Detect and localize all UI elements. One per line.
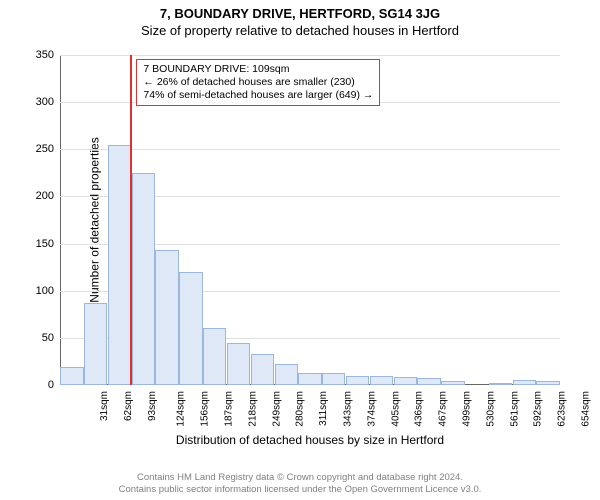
x-tick-label: 623sqm — [557, 391, 568, 427]
bar — [179, 272, 202, 385]
x-tick-label: 436sqm — [414, 391, 425, 427]
x-tick-label: 343sqm — [343, 391, 354, 427]
x-tick-label: 499sqm — [462, 391, 473, 427]
page-subtitle: Size of property relative to detached ho… — [0, 21, 600, 38]
bar — [84, 303, 107, 385]
gridline — [60, 55, 560, 56]
y-tick-label: 50 — [14, 332, 54, 344]
x-tick-label: 374sqm — [366, 391, 377, 427]
bar — [251, 354, 274, 385]
bar — [441, 381, 464, 385]
x-tick-label: 311sqm — [318, 391, 329, 426]
x-axis-label: Distribution of detached houses by size … — [60, 433, 560, 447]
y-tick-label: 250 — [14, 143, 54, 155]
x-tick-label: 249sqm — [271, 391, 282, 427]
x-tick-label: 218sqm — [247, 391, 258, 427]
x-tick-label: 280sqm — [295, 391, 306, 427]
bar — [370, 376, 393, 385]
y-axis-line — [60, 55, 61, 385]
y-tick-label: 150 — [14, 238, 54, 250]
bar — [60, 367, 83, 385]
plot-area: 05010015020025030035031sqm62sqm93sqm124s… — [60, 55, 560, 385]
bar — [155, 250, 178, 385]
bar — [322, 373, 345, 385]
marker-line — [130, 55, 132, 385]
x-tick-label: 405sqm — [390, 391, 401, 427]
annotation-line: 74% of semi-detached houses are larger (… — [143, 89, 373, 102]
x-tick-label: 187sqm — [224, 391, 235, 427]
bar — [108, 145, 131, 385]
footer: Contains HM Land Registry data © Crown c… — [0, 472, 600, 496]
y-tick-label: 200 — [14, 190, 54, 202]
x-tick-label: 62sqm — [123, 391, 134, 421]
bar — [536, 381, 559, 385]
x-tick-label: 93sqm — [147, 391, 158, 421]
x-tick-label: 156sqm — [200, 391, 211, 427]
page-title: 7, BOUNDARY DRIVE, HERTFORD, SG14 3JG — [0, 0, 600, 21]
y-tick-label: 100 — [14, 285, 54, 297]
y-tick-label: 0 — [14, 379, 54, 391]
bar — [227, 343, 250, 385]
bar — [275, 364, 298, 385]
footer-line-1: Contains HM Land Registry data © Crown c… — [0, 472, 600, 484]
bar — [346, 376, 369, 385]
annotation-line: 7 BOUNDARY DRIVE: 109sqm — [143, 63, 373, 76]
x-tick-label: 592sqm — [533, 391, 544, 427]
annotation-box: 7 BOUNDARY DRIVE: 109sqm← 26% of detache… — [136, 59, 380, 106]
bar — [489, 383, 512, 385]
y-tick-label: 350 — [14, 49, 54, 61]
x-tick-label: 31sqm — [99, 391, 110, 421]
bar — [298, 373, 321, 385]
bar — [394, 377, 417, 385]
bar — [417, 378, 440, 385]
x-tick-label: 530sqm — [485, 391, 496, 427]
annotation-line: ← 26% of detached houses are smaller (23… — [143, 76, 373, 89]
chart: Number of detached properties 0501001502… — [60, 55, 560, 385]
x-tick-label: 654sqm — [581, 391, 592, 427]
x-tick-label: 561sqm — [509, 391, 520, 427]
gridline — [60, 149, 560, 150]
bar — [132, 173, 155, 385]
x-tick-label: 467sqm — [438, 391, 449, 427]
bar — [203, 328, 226, 385]
x-tick-label: 124sqm — [176, 391, 187, 427]
y-tick-label: 300 — [14, 96, 54, 108]
footer-line-2: Contains public sector information licen… — [0, 484, 600, 496]
bar — [513, 380, 536, 385]
